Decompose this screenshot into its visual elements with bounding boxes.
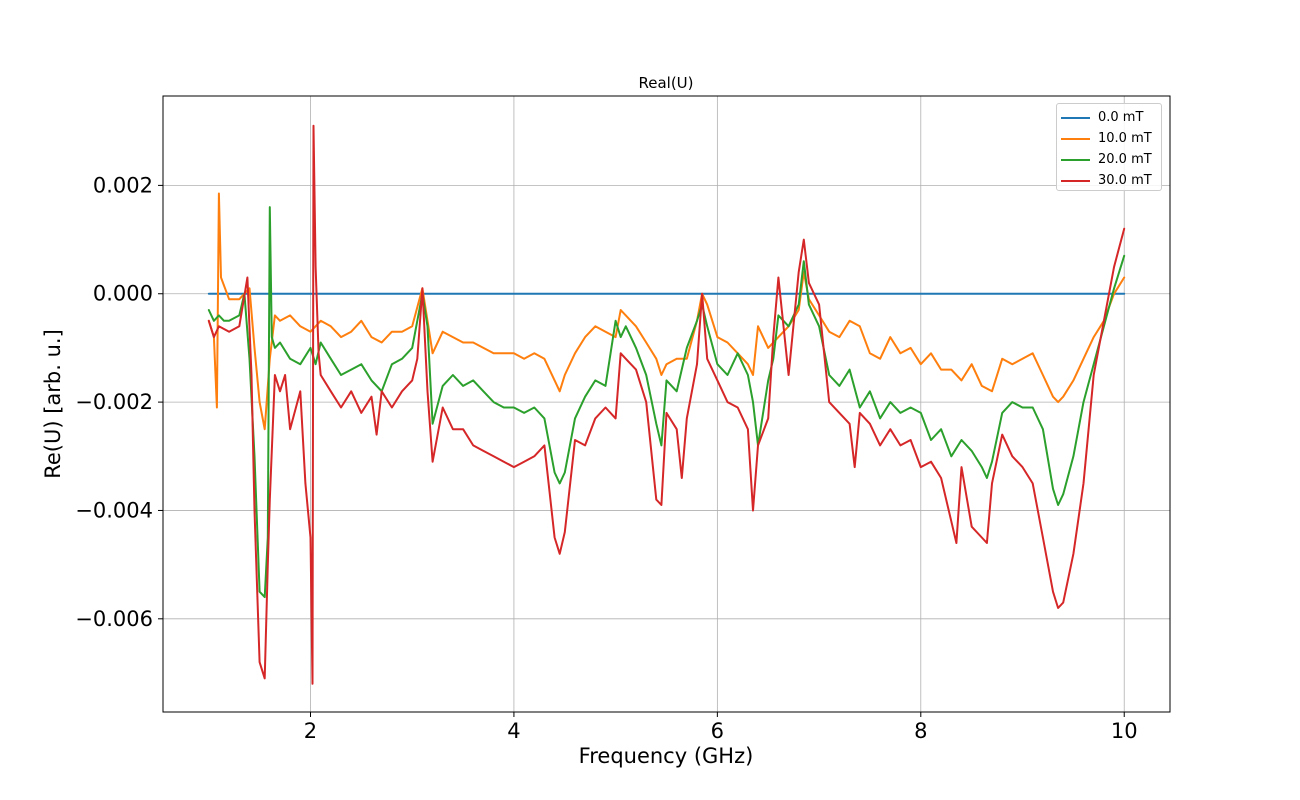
legend-label: 10.0 mT [1098,131,1152,146]
legend-swatch [1061,158,1090,161]
x-tick-label: 6 [711,719,724,743]
legend-label: 20.0 mT [1098,152,1152,167]
y-axis: 0.002 0.000 −0.002 −0.004 −0.006 [75,173,163,631]
legend-label: 0.0 mT [1098,110,1144,125]
legend-swatch [1061,179,1090,182]
legend: 0.0 mT 10.0 mT 20.0 mT 30.0 mT [1056,103,1162,191]
plot-frame [162,95,1171,713]
series-line-2 [207,206,1126,599]
legend-item: 10.0 mT [1061,128,1157,149]
y-tick-label: 0.002 [93,173,153,197]
series-line-1 [207,192,1126,431]
x-tick-label: 4 [507,719,520,743]
legend-item: 0.0 mT [1061,107,1157,128]
x-axis: 2 4 6 8 10 [304,712,1138,743]
y-tick-label: −0.006 [75,607,153,631]
legend-swatch [1061,137,1090,140]
x-tick-label: 2 [304,719,317,743]
y-tick-label: −0.004 [75,498,153,522]
series-line-3 [207,124,1126,685]
y-axis-label: Re(U) [arb. u.] [41,329,65,479]
x-axis-label: Frequency (GHz) [579,744,754,768]
x-tick-label: 8 [914,719,927,743]
legend-label: 30.0 mT [1098,173,1152,188]
legend-swatch [1061,116,1090,119]
y-tick-label: 0.000 [93,282,153,306]
legend-item: 30.0 mT [1061,170,1157,191]
x-tick-label: 10 [1111,719,1138,743]
y-tick-label: −0.002 [75,390,153,414]
legend-item: 20.0 mT [1061,149,1157,170]
series-lines [207,124,1126,685]
chart-title: Real(U) [638,74,693,92]
